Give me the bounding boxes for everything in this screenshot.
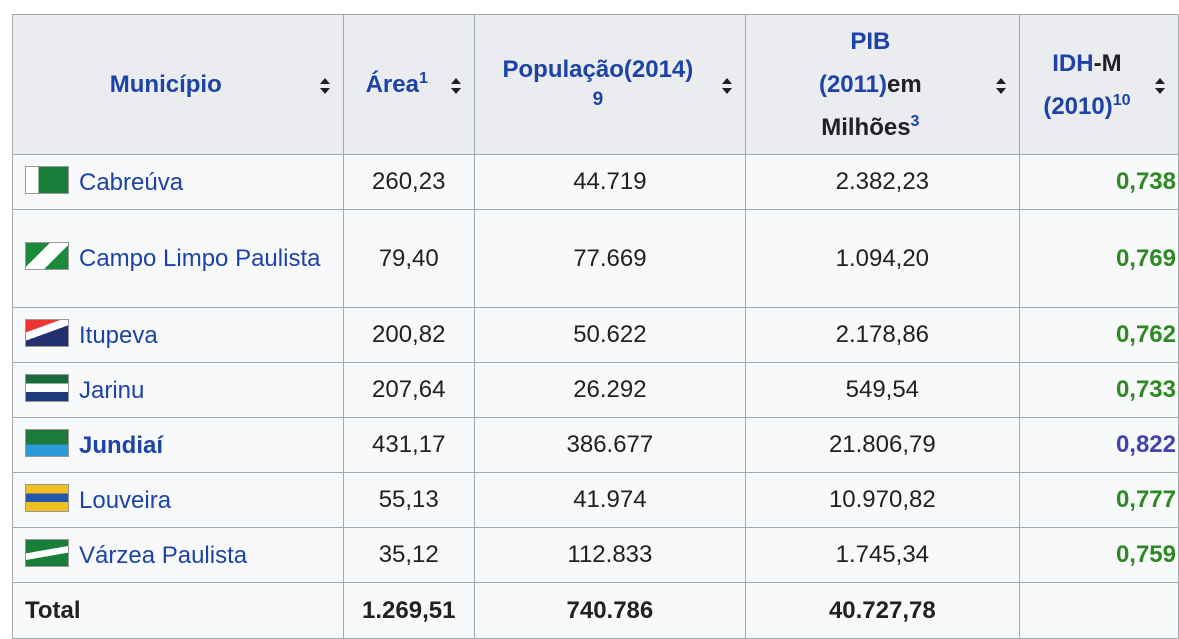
header-text: (2011) — [818, 71, 888, 98]
municipio-link[interactable]: Várzea Paulista — [79, 541, 248, 569]
total-area: 1.269,51 — [342, 582, 475, 639]
footnote[interactable]: 1 — [418, 70, 428, 87]
area-cell: 200,82 — [342, 307, 475, 363]
table-row: Jundiaí 431,17 386.677 21.806,79 0,822 — [12, 417, 1179, 473]
flag-icon — [25, 373, 69, 402]
table-row: Várzea Paulista 35,12 112.833 1.745,34 0,759 — [12, 527, 1179, 583]
sort-icon[interactable] — [450, 77, 462, 95]
header-text: Área — [365, 71, 419, 98]
municipio-cell: Campo Limpo Paulista — [12, 209, 344, 308]
header-text: em — [887, 71, 922, 98]
sort-icon[interactable] — [721, 77, 733, 95]
header-text: Município — [109, 71, 222, 98]
sort-icon[interactable] — [995, 77, 1007, 95]
municipio-cell: Itupeva — [12, 307, 344, 363]
header-text: -M — [1093, 49, 1122, 77]
table-row: Itupeva 200,82 50.622 2.178,86 0,762 — [12, 307, 1179, 363]
populacao-cell: 112.833 — [473, 527, 746, 583]
total-pib: 40.727,78 — [744, 582, 1020, 639]
municipio-cell: Jundiaí — [12, 417, 344, 473]
pib-cell: 10.970,82 — [744, 472, 1020, 528]
area-cell: 260,23 — [342, 154, 475, 210]
flag-icon — [25, 483, 69, 512]
header-text: Milhões — [821, 114, 911, 141]
pib-cell: 1.094,20 — [744, 209, 1020, 308]
pib-cell: 21.806,79 — [744, 417, 1020, 473]
footnote[interactable]: 10 — [1112, 91, 1131, 109]
header-text: (2010) — [1043, 92, 1113, 120]
table-row: Cabreúva 260,23 44.719 2.382,23 0,738 — [12, 154, 1179, 210]
total-row: Total 1.269,51 740.786 40.727,78 — [12, 582, 1179, 639]
pib-cell: 1.745,34 — [744, 527, 1020, 583]
flag-icon — [25, 538, 69, 567]
populacao-cell: 44.719 — [473, 154, 746, 210]
municipio-cell: Várzea Paulista — [12, 527, 344, 583]
header-cell[interactable]: IDH-M (2010)10 — [1018, 14, 1179, 155]
pib-cell: 2.382,23 — [744, 154, 1020, 210]
flag-icon — [25, 318, 69, 347]
footnote[interactable]: 3 — [910, 113, 920, 130]
idh-cell: 0,762 — [1018, 307, 1179, 363]
municipio-link[interactable]: Louveira — [79, 486, 172, 514]
municipios-table: Município Área1 População(2014) 9 PIB (201… — [12, 14, 1179, 639]
area-cell: 207,64 — [342, 362, 475, 418]
idh-cell: 0,738 — [1018, 154, 1179, 210]
flag-icon — [25, 242, 69, 270]
populacao-cell: 50.622 — [473, 307, 746, 363]
municipio-cell: Cabreúva — [12, 154, 344, 210]
idh-cell: 0,733 — [1018, 362, 1179, 418]
footnote[interactable]: 9 — [592, 88, 604, 110]
header-text: PIB — [850, 28, 891, 55]
municipio-cell: Louveira — [12, 472, 344, 528]
header-text: População(2014) — [502, 55, 694, 83]
table-row: Jarinu 207,64 26.292 549,54 0,733 — [12, 362, 1179, 418]
total-idh — [1018, 582, 1179, 639]
idh-cell: 0,769 — [1018, 209, 1179, 308]
table-body: Cabreúva 260,23 44.719 2.382,23 0,738 Campo L… — [12, 154, 1179, 583]
table-row: Campo Limpo Paulista 79,40 77.669 1.094,20 0… — [12, 209, 1179, 308]
populacao-cell: 77.669 — [473, 209, 746, 308]
header-cell[interactable]: Município — [12, 14, 344, 155]
area-cell: 431,17 — [342, 417, 475, 473]
populacao-cell: 41.974 — [473, 472, 746, 528]
pib-cell: 549,54 — [744, 362, 1020, 418]
municipio-link[interactable]: Jarinu — [79, 376, 145, 404]
sort-icon[interactable] — [319, 77, 331, 95]
idh-cell: 0,822 — [1018, 417, 1179, 473]
populacao-cell: 26.292 — [473, 362, 746, 418]
header-cell[interactable]: Área1 — [342, 14, 475, 155]
table-row: Louveira 55,13 41.974 10.970,82 0,777 — [12, 472, 1179, 528]
flag-icon — [25, 428, 69, 457]
municipio-link[interactable]: Jundiaí — [79, 431, 164, 459]
total-populacao: 740.786 — [473, 582, 746, 639]
area-cell: 55,13 — [342, 472, 475, 528]
header-cell[interactable]: PIB (2011)em Milhões3 — [744, 14, 1020, 155]
header-cell[interactable]: População(2014) 9 — [473, 14, 746, 155]
populacao-cell: 386.677 — [473, 417, 746, 473]
municipio-cell: Jarinu — [12, 362, 344, 418]
pib-cell: 2.178,86 — [744, 307, 1020, 363]
idh-cell: 0,777 — [1018, 472, 1179, 528]
area-cell: 79,40 — [342, 209, 475, 308]
flag-icon — [25, 165, 69, 194]
idh-cell: 0,759 — [1018, 527, 1179, 583]
header-text: IDH — [1052, 49, 1094, 77]
header-row: Município Área1 População(2014) 9 PIB (201… — [12, 14, 1179, 155]
area-cell: 35,12 — [342, 527, 475, 583]
total-label: Total — [12, 582, 344, 639]
municipio-link[interactable]: Campo Limpo Paulista — [79, 245, 321, 272]
municipio-link[interactable]: Itupeva — [79, 321, 158, 349]
municipio-link[interactable]: Cabreúva — [79, 168, 184, 196]
sort-icon[interactable] — [1154, 77, 1166, 95]
